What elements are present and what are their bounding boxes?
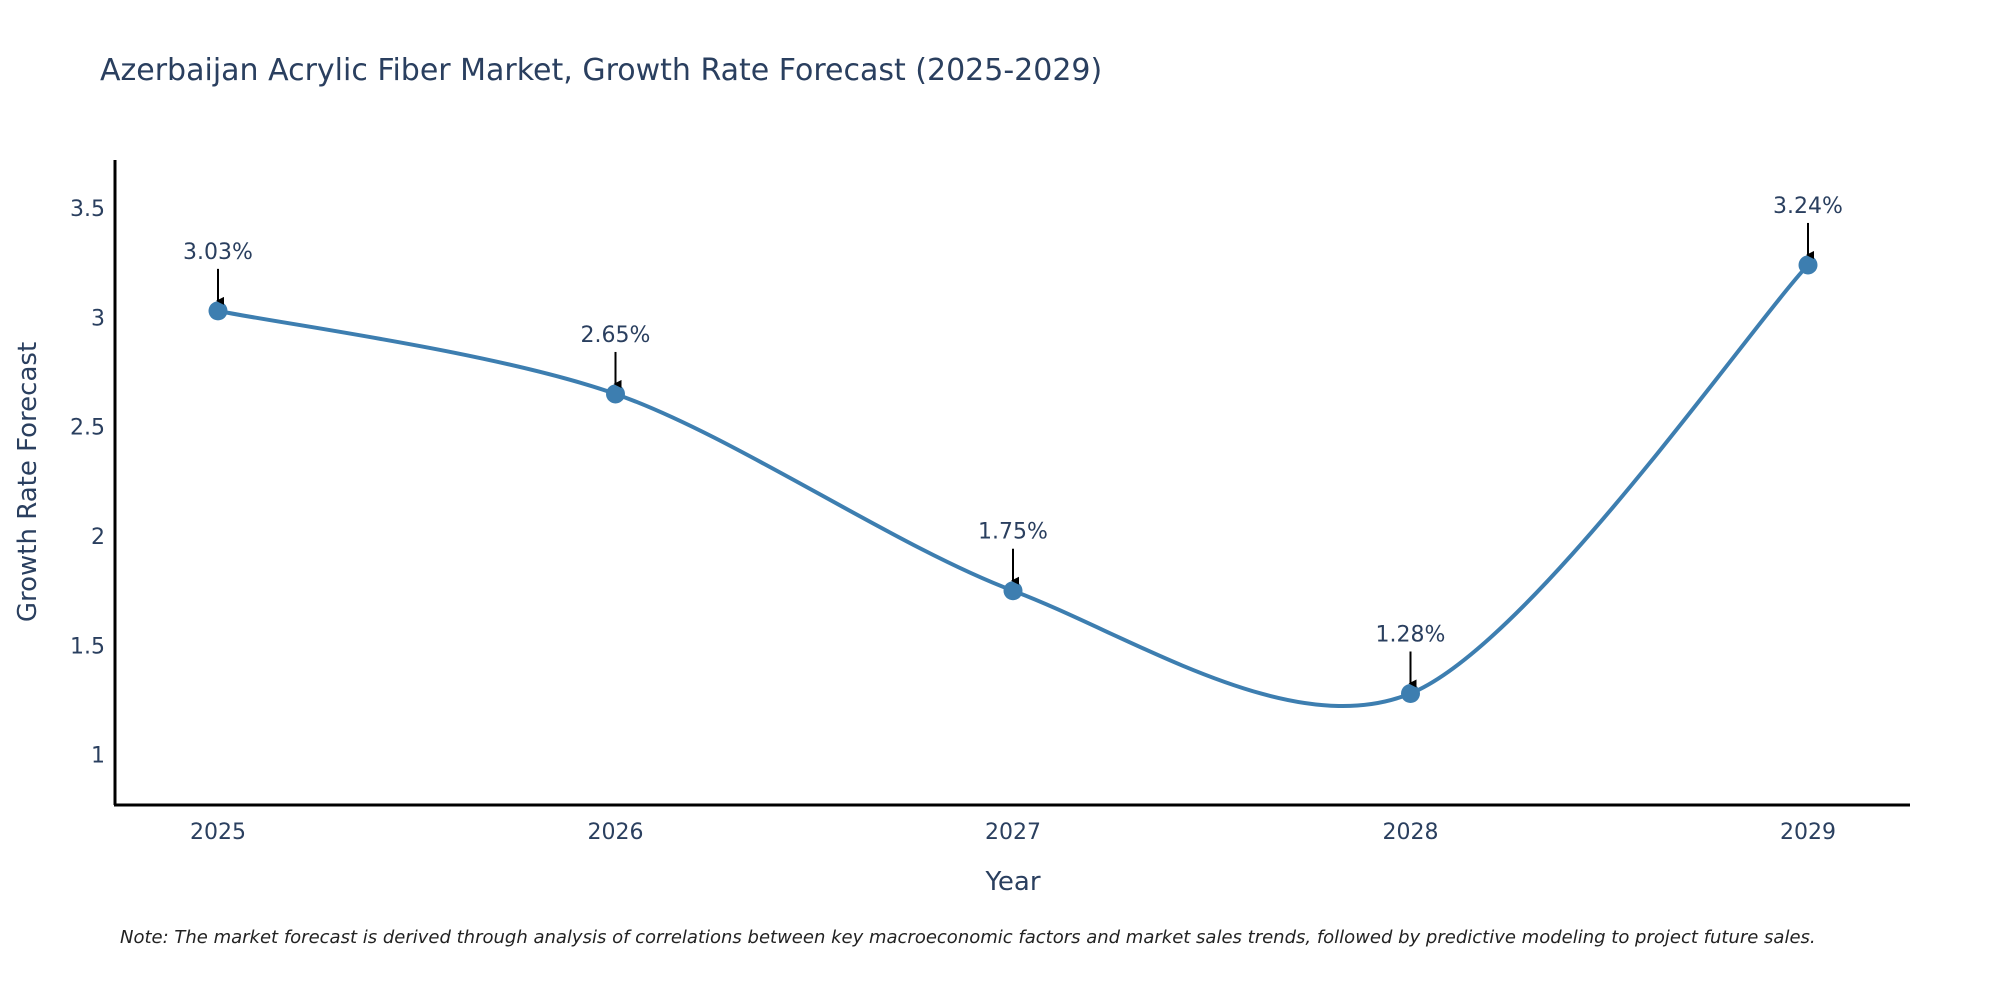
data-label: 3.24% xyxy=(1773,194,1843,219)
x-tick-label: 2028 xyxy=(1383,820,1439,845)
y-tick-label: 3 xyxy=(91,306,105,331)
data-point xyxy=(208,301,228,321)
footnote: Note: The market forecast is derived thr… xyxy=(120,927,1816,948)
data-point xyxy=(1798,255,1818,275)
data-label: 2.65% xyxy=(581,323,651,348)
series-line xyxy=(217,263,1810,709)
y-tick-label: 3.5 xyxy=(70,197,105,222)
y-tick-label: 2 xyxy=(91,525,105,550)
data-label: 3.03% xyxy=(183,240,253,265)
data-label: 1.75% xyxy=(978,520,1048,545)
chart-title: Azerbaijan Acrylic Fiber Market, Growth … xyxy=(100,53,1102,88)
y-tick-label: 1 xyxy=(91,744,105,769)
x-tick-label: 2029 xyxy=(1780,820,1836,845)
x-axis-title: Year xyxy=(984,867,1040,897)
x-tick-label: 2025 xyxy=(190,820,246,845)
x-tick-label: 2027 xyxy=(985,820,1041,845)
plot-area: 1 1.5 2 2.5 3 3.5 2025 2026 2027 2028 2029 3.03% 2.6… xyxy=(70,194,1843,845)
y-axis-title: Growth Rate Forecast xyxy=(13,342,43,622)
y-tick-label: 1.5 xyxy=(70,634,105,659)
data-point xyxy=(1401,683,1420,703)
y-tick-label: 2.5 xyxy=(70,416,105,441)
data-label: 1.28% xyxy=(1376,622,1446,647)
data-point xyxy=(606,384,625,404)
x-tick-label: 2026 xyxy=(588,820,644,845)
data-point xyxy=(1003,581,1023,601)
